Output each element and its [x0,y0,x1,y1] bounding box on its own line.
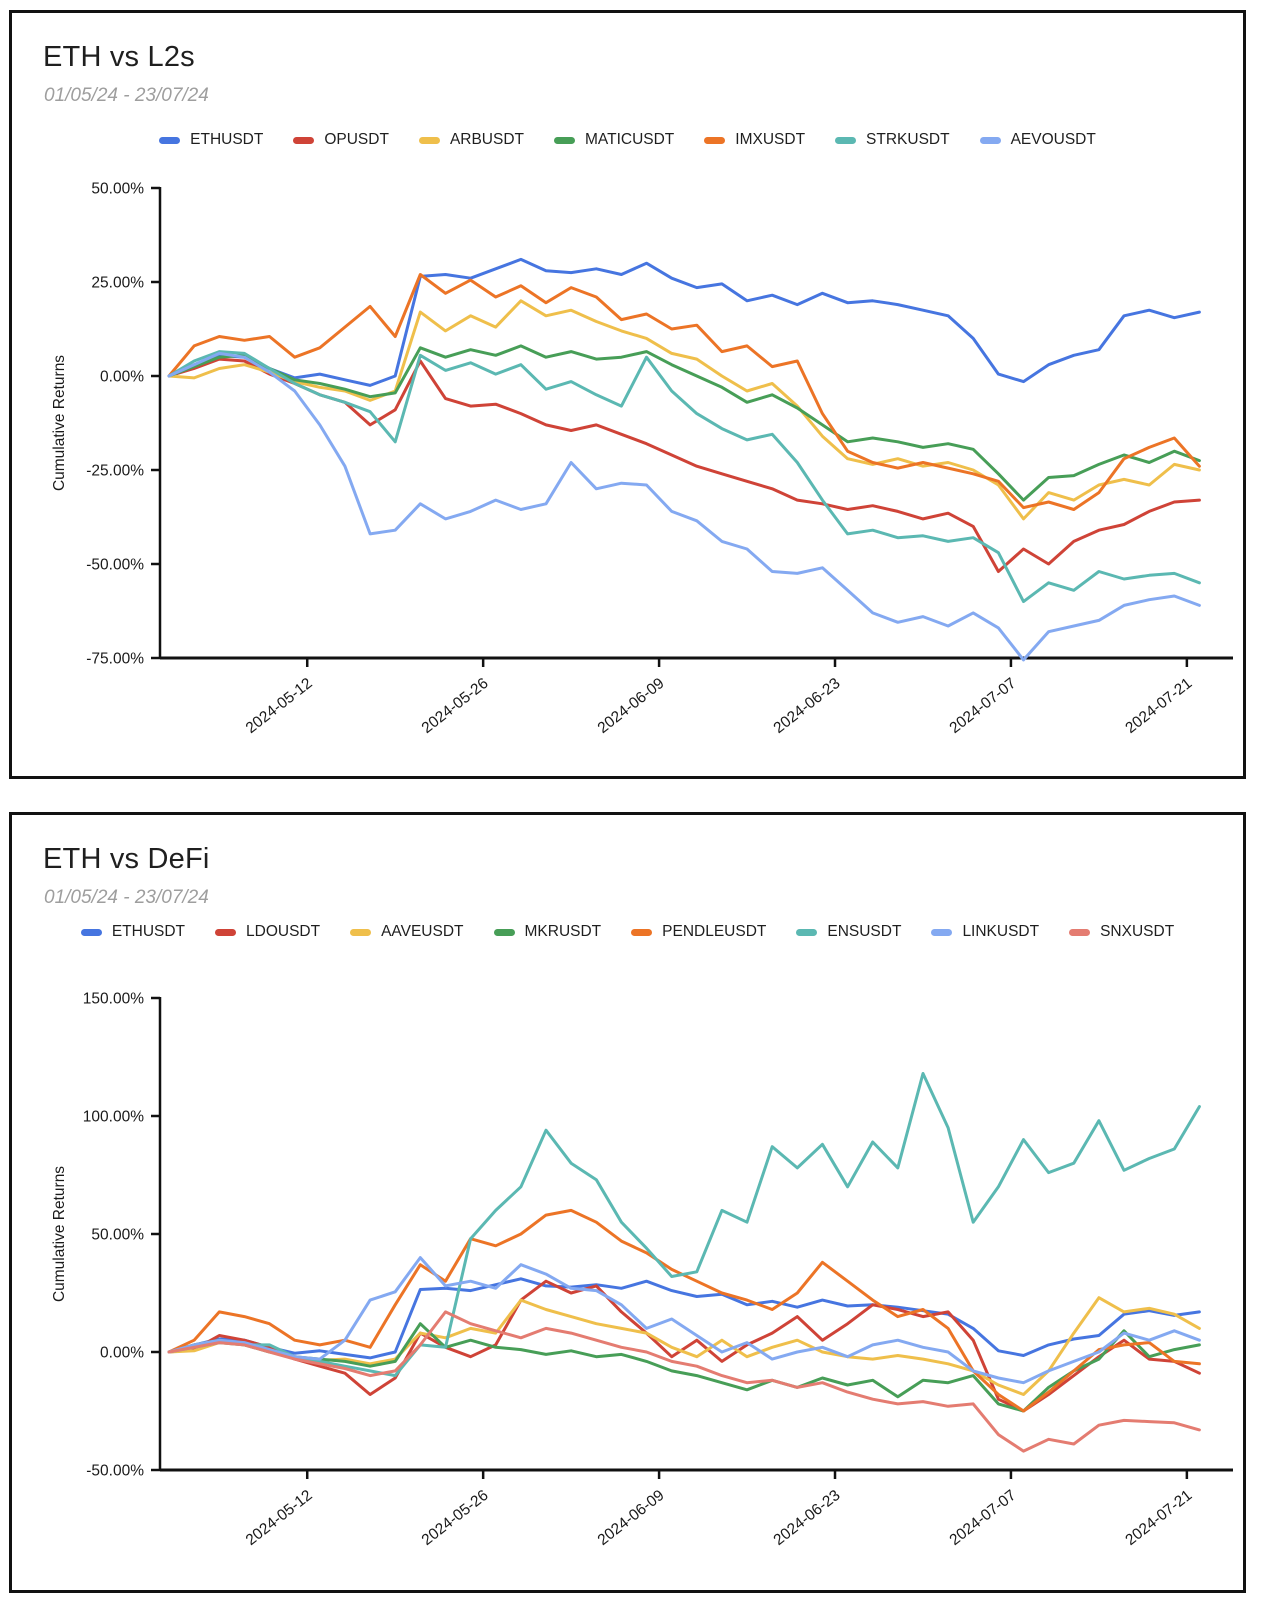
x-tick-label: 2024-07-07 [946,675,1019,737]
x-tick-label: 2024-05-12 [243,675,316,737]
legend-color-icon [418,136,440,144]
y-tick-label: 50.00% [91,1227,144,1244]
legend-item-ethusdt: ETHUSDT [159,131,263,149]
legend-item-aaveusdt: AAVEUSDT [350,923,464,941]
chart-legend: ETHUSDT OPUSDT ARBUSDT MATICUSDT IMXUSDT STRK… [12,131,1243,149]
series-line-opusdt [167,357,1201,573]
legend-label: PENDLEUSDT [662,923,767,940]
series-line-ethusdt [167,257,1201,387]
legend-label: IMXUSDT [735,131,806,148]
x-tick-label: 2024-05-12 [243,1487,316,1549]
x-tick-label: 2024-06-09 [595,675,668,737]
x-tick-label: 2024-07-21 [1122,1487,1195,1549]
series-line-ensusdt [167,1072,1201,1378]
y-axis-title: Cumulative Returns [51,1166,68,1302]
legend-item-aevousdt: AEVOUSDT [979,131,1096,149]
y-tick-label: -75.00% [86,651,144,668]
chart-canvas: 50.00% 25.00% 0.00% -25.00% -50.00% -75.00% 20… [51,181,1233,737]
legend-label: STRKUSDT [866,131,950,148]
legend-color-icon [350,928,372,936]
x-tick-label: 2024-05-26 [419,675,492,737]
legend-label: AEVOUSDT [1010,131,1096,148]
legend-label: MATICUSDT [585,131,675,148]
x-tick-label: 2024-06-09 [595,1487,668,1549]
legend-color-icon [979,136,1001,144]
legend-color-icon [80,928,102,936]
legend-color-icon [704,136,726,144]
legend-color-icon [554,136,576,144]
x-tick-label: 2024-06-23 [771,1487,844,1549]
legend-item-ethusdt: ETHUSDT [80,923,186,941]
chart-panel-eth-vs-l2s: ETH vs L2s 01/05/24 - 23/07/24 ETHUSDT OP… [9,10,1246,779]
page-title: ETH vs DeFi [43,843,210,875]
chart-canvas: 150.00% 100.00% 50.00% 0.00% -50.00% 2024-05-… [51,991,1233,1549]
series-line-imxusdt [167,273,1201,511]
legend-label: SNXUSDT [1100,923,1175,940]
legend-item-pendleusdt: PENDLEUSDT [631,923,766,941]
y-tick-label: 0.00% [100,1345,144,1362]
series-line-pendleusdt [167,1208,1201,1413]
series-line-maticusdt [167,344,1201,502]
legend-label: ETHUSDT [111,923,186,940]
y-tick-label: -25.00% [86,463,144,480]
y-axis-title: Cumulative Returns [51,355,68,491]
legend-color-icon [835,136,857,144]
x-tick-label: 2024-07-21 [1122,675,1195,737]
series-line-aevousdt [167,351,1201,662]
series-line-ethusdt [167,1277,1201,1360]
series-line-linkusdt [167,1256,1201,1385]
legend-label: ENSUSDT [827,923,902,940]
legend-item-mkrusdt: MKRUSDT [493,923,602,941]
legend-item-ldousdt: LDOUSDT [215,923,320,941]
chart-panel-eth-vs-defi: ETH vs DeFi 01/05/24 - 23/07/24 ETHUSDT L… [9,812,1246,1593]
y-tick-label: -50.00% [86,1463,144,1480]
legend-item-snxusdt: SNXUSDT [1069,923,1174,941]
legend-label: AAVEUSDT [381,923,464,940]
legend-label: OPUSDT [324,131,389,148]
legend-color-icon [796,928,818,936]
series-line-arbusdt [167,299,1201,521]
y-tick-label: 100.00% [83,1109,144,1126]
legend-label: ETHUSDT [190,131,264,148]
date-range-subtitle: 01/05/24 - 23/07/24 [44,887,209,908]
y-tick-label: 0.00% [100,369,144,386]
legend-label: MKRUSDT [524,923,602,940]
legend-color-icon [159,136,181,144]
series-line-strkusdt [167,350,1201,604]
chart-legend: ETHUSDT LDOUSDT AAVEUSDT MKRUSDT PENDLEUSDT E… [12,923,1243,941]
legend-item-ensusdt: ENSUSDT [796,923,901,941]
y-tick-label: 50.00% [91,181,144,198]
legend-item-imxusdt: IMXUSDT [704,131,805,149]
y-tick-label: 150.00% [83,991,144,1008]
legend-item-strkusdt: STRKUSDT [835,131,950,149]
legend-item-linkusdt: LINKUSDT [931,923,1039,941]
legend-item-opusdt: OPUSDT [293,131,389,149]
legend-color-icon [215,928,237,936]
legend-label: LDOUSDT [246,923,321,940]
x-tick-label: 2024-07-07 [946,1487,1019,1549]
y-tick-label: 25.00% [91,275,144,292]
date-range-subtitle: 01/05/24 - 23/07/24 [44,85,209,106]
legend-color-icon [631,928,653,936]
legend-color-icon [493,928,515,936]
legend-item-maticusdt: MATICUSDT [554,131,674,149]
legend-color-icon [931,928,953,936]
legend-item-arbusdt: ARBUSDT [418,131,525,149]
series-line-aaveusdt [167,1296,1201,1396]
x-tick-label: 2024-06-23 [771,675,844,737]
legend-color-icon [293,136,315,144]
y-tick-label: -50.00% [86,557,144,574]
x-tick-label: 2024-05-26 [419,1487,492,1549]
legend-color-icon [1069,928,1091,936]
legend-label: ARBUSDT [449,131,525,148]
legend-label: LINKUSDT [962,923,1040,940]
page-title: ETH vs L2s [43,41,195,73]
series-line-snxusdt [167,1310,1201,1453]
